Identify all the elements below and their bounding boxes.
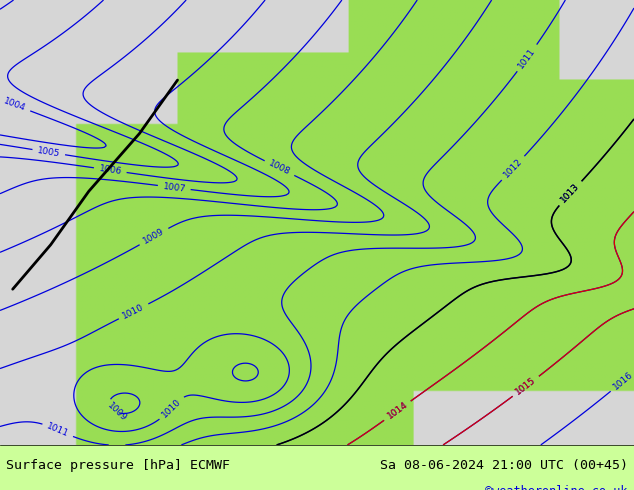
Text: 1013: 1013 — [559, 182, 581, 205]
Text: 1012: 1012 — [502, 157, 524, 179]
Text: 1011: 1011 — [46, 421, 70, 439]
Text: 1014: 1014 — [385, 400, 410, 421]
Text: 1015: 1015 — [514, 376, 538, 397]
Text: 1011: 1011 — [517, 46, 538, 70]
Text: 1014: 1014 — [385, 400, 410, 421]
Text: 1004: 1004 — [3, 97, 27, 113]
Text: Sa 08-06-2024 21:00 UTC (00+45): Sa 08-06-2024 21:00 UTC (00+45) — [380, 459, 628, 472]
Text: 1006: 1006 — [98, 164, 122, 176]
Text: 1013: 1013 — [559, 182, 581, 205]
Text: 1009: 1009 — [142, 227, 166, 246]
Text: ©weatheronline.co.uk: ©weatheronline.co.uk — [485, 486, 628, 490]
Text: 1015: 1015 — [514, 376, 538, 397]
Text: 1010: 1010 — [121, 302, 146, 320]
Text: Surface pressure [hPa] ECMWF: Surface pressure [hPa] ECMWF — [6, 459, 230, 472]
Text: 1008: 1008 — [267, 159, 292, 177]
Text: 1010: 1010 — [160, 397, 183, 419]
Text: 1009: 1009 — [105, 401, 128, 423]
Text: 1016: 1016 — [612, 370, 634, 392]
Text: 1005: 1005 — [37, 146, 61, 158]
Text: 1007: 1007 — [162, 182, 186, 194]
